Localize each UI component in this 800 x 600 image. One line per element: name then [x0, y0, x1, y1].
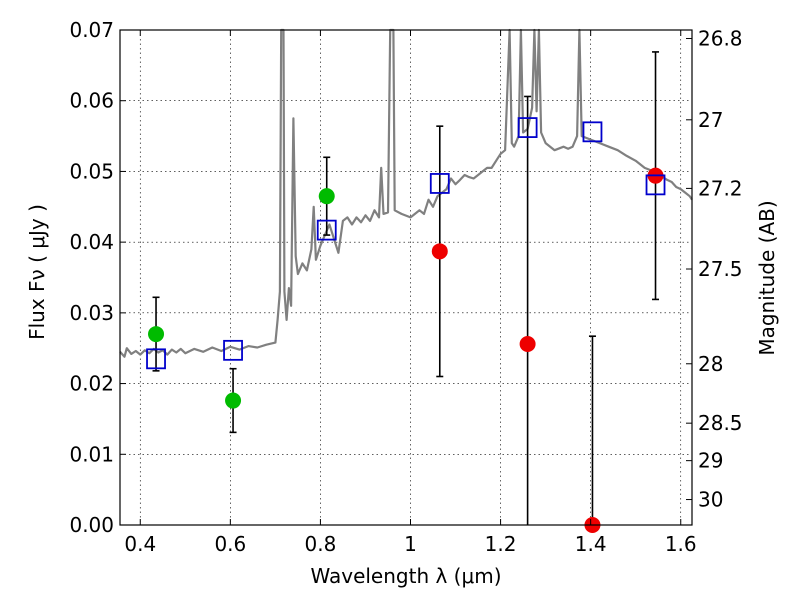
right-tick-label: 29 — [698, 449, 723, 473]
x-tick-label: 0.4 — [124, 532, 156, 556]
square-marker — [517, 117, 538, 138]
x-tick-label: 0.8 — [305, 532, 337, 556]
y-tick-label: 0.00 — [69, 513, 114, 537]
plot-frame — [119, 29, 693, 526]
y-tick-label: 0.07 — [69, 18, 114, 42]
y-tick-label: 0.03 — [69, 301, 114, 325]
square-marker — [146, 348, 166, 370]
circle-marker — [148, 326, 165, 343]
square-marker — [223, 339, 243, 361]
square-marker — [316, 219, 337, 241]
axis-tick-labels: 0.4 0.6 0.8 1 1.2 1.4 1.6 0.00 0.01 0.02 0.03 0.04 0… — [69, 18, 742, 556]
right-tick-label: 27 — [698, 108, 723, 132]
right-axis-label: Magnitude (AB) — [755, 200, 779, 355]
right-tick-label: 28 — [698, 352, 723, 376]
x-tick-label: 1 — [404, 532, 417, 556]
y-tick-label: 0.02 — [69, 372, 114, 396]
x-tick-label: 1.2 — [485, 532, 517, 556]
right-tick-label: 28.5 — [698, 411, 743, 435]
model-spectrum-line — [119, 28, 693, 358]
right-tick-label: 27.2 — [698, 176, 743, 200]
y-tick-label: 0.05 — [69, 159, 114, 183]
circle-marker — [225, 392, 242, 409]
square-marker — [645, 174, 666, 196]
circle-marker — [519, 335, 536, 352]
square-marker — [429, 173, 450, 194]
y-axis-label: Flux Fν ( μJy ) — [25, 204, 49, 340]
y-tick-label: 0.01 — [69, 442, 114, 466]
axis-ticks — [120, 29, 692, 526]
circle-marker — [318, 188, 335, 205]
spectrum-layer — [119, 28, 693, 358]
circle-marker — [431, 243, 448, 260]
x-tick-label: 1.6 — [665, 532, 697, 556]
y-tick-label: 0.04 — [69, 230, 114, 254]
square-marker — [582, 121, 603, 143]
data-points-layer — [146, 51, 666, 533]
right-tick-label: 30 — [698, 488, 723, 512]
right-tick-label: 27.5 — [698, 257, 743, 281]
y-tick-label: 0.06 — [69, 89, 114, 113]
x-tick-label: 1.4 — [575, 532, 607, 556]
x-axis-label: Wavelength λ (μm) — [310, 564, 501, 588]
right-tick-label: 26.8 — [698, 26, 743, 50]
x-tick-label: 0.6 — [214, 532, 246, 556]
grid-lines — [120, 29, 692, 526]
